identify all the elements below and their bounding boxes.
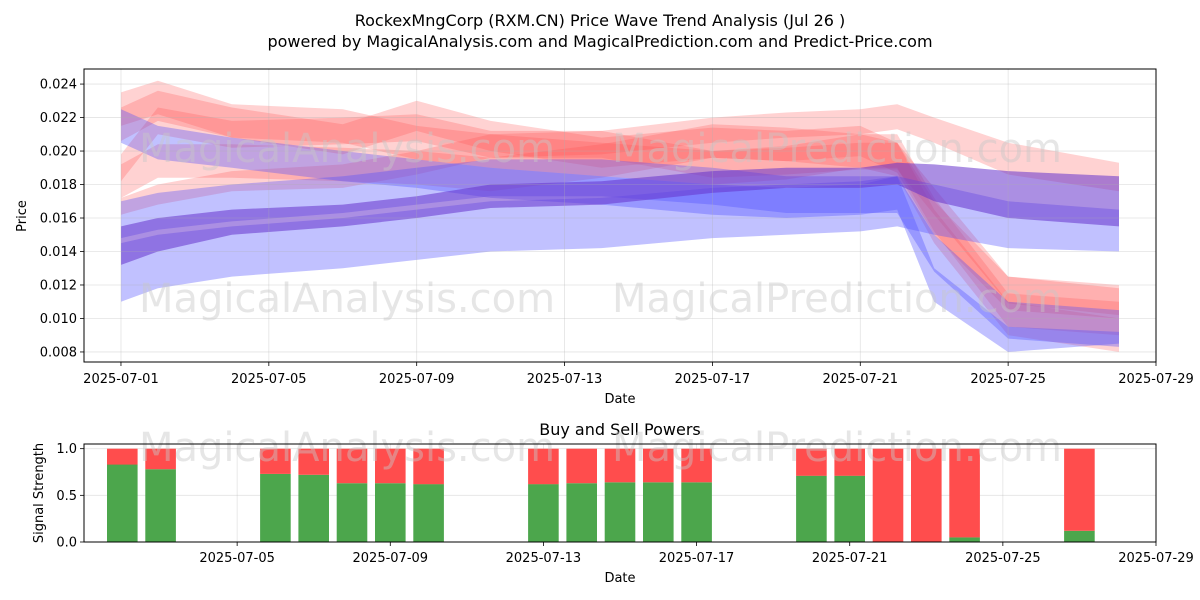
signal-x-ticks: 2025-07-05 2025-07-09 2025-07-13 2025-07-17…: [199, 542, 1194, 566]
sell-bar: [260, 448, 291, 474]
price-x-tick-label: 2025-07-29: [1118, 372, 1194, 387]
watermark-text: MagicalAnalysis.com: [139, 276, 555, 322]
buy-bar: [298, 474, 329, 542]
price-bands: [121, 80, 1119, 352]
price-band-blue-6: [121, 176, 1119, 302]
sell-bar: [796, 448, 827, 476]
signal-title: Buy and Sell Powers: [539, 420, 701, 439]
buy-bar: [375, 483, 406, 542]
price-x-tick-label: 2025-07-21: [822, 372, 898, 387]
sell-bar: [604, 448, 636, 483]
buy-bar: [528, 484, 559, 542]
signal-x-tick-label: 2025-07-09: [353, 551, 429, 566]
price-band-blue-8: [121, 109, 1119, 352]
buy-bar: [260, 473, 291, 542]
signal-y-tick-label: 0.5: [56, 489, 77, 504]
sell-bar: [911, 448, 942, 542]
signal-x-tick-label: 2025-07-29: [1118, 551, 1194, 566]
sell-bar: [566, 448, 597, 484]
signal-y-ticks: 0.0 0.5 1.0: [56, 442, 84, 551]
price-x-tick-label: 2025-07-17: [675, 372, 751, 387]
price-y-tick-label: 0.024: [40, 78, 77, 93]
watermark-text: MagicalPrediction.com: [612, 126, 1062, 172]
signal-x-tick-label: 2025-07-17: [659, 551, 735, 566]
price-y-tick-label: 0.010: [40, 312, 77, 327]
price-x-tick-label: 2025-07-09: [379, 372, 455, 387]
buy-bar: [566, 483, 597, 542]
price-y-tick-label: 0.018: [40, 178, 77, 193]
sell-bar: [336, 448, 368, 484]
buy-bar: [949, 537, 980, 542]
price-plot-frame: [83, 68, 1157, 363]
watermark-text: MagicalAnalysis.com: [139, 425, 555, 471]
price-y-tick-label: 0.016: [40, 212, 77, 227]
watermark-text: MagicalPrediction.com: [612, 425, 1062, 471]
signal-y-label: Signal Strength: [32, 443, 47, 543]
price-y-tick-label: 0.014: [40, 245, 77, 260]
sell-bar: [681, 448, 712, 483]
price-x-tick-label: 2025-07-13: [527, 372, 603, 387]
signal-y-tick-label: 0.0: [56, 536, 77, 551]
buy-bar: [834, 475, 865, 542]
sell-bar: [145, 448, 176, 470]
price-y-tick-label: 0.022: [40, 111, 77, 126]
buy-bar: [336, 483, 368, 542]
price-x-tick-label: 2025-07-25: [970, 372, 1046, 387]
chart-subtitle: powered by MagicalAnalysis.com and Magic…: [267, 32, 932, 51]
watermark-text: MagicalAnalysis.com: [139, 126, 555, 172]
signal-x-tick-label: 2025-07-05: [199, 551, 275, 566]
price-band-red-2: [121, 80, 1119, 336]
price-y-tick-label: 0.008: [40, 345, 77, 360]
price-band-purple-9: [121, 162, 1119, 265]
chart-title: RockexMngCorp (RXM.CN) Price Wave Trend …: [355, 11, 846, 30]
price-x-ticks: 2025-07-01 2025-07-05 2025-07-09 2025-07-13…: [83, 362, 1194, 387]
signal-x-label: Date: [604, 571, 635, 586]
sell-bar: [375, 448, 406, 484]
sell-bar: [107, 448, 138, 465]
price-panel: MagicalAnalysis.com MagicalPrediction.com…: [15, 68, 1194, 407]
sell-bar: [413, 448, 444, 485]
signal-x-tick-label: 2025-07-13: [506, 551, 582, 566]
buy-bar: [413, 484, 444, 542]
price-y-ticks: 0.008 0.010 0.012 0.014 0.016 0.018 0.020 0.022…: [40, 78, 84, 360]
signal-plot-frame: [83, 443, 1157, 543]
price-y-tick-label: 0.012: [40, 278, 77, 293]
buy-bar: [681, 482, 712, 542]
signal-watermarks: MagicalAnalysis.com MagicalPrediction.com: [139, 425, 1062, 471]
signal-x-tick-label: 2025-07-25: [965, 551, 1041, 566]
signal-y-tick-label: 1.0: [56, 442, 77, 457]
buy-bar: [796, 475, 827, 542]
price-band-red-5: [121, 104, 1119, 215]
signal-bars: [107, 448, 1095, 542]
buy-bar: [604, 482, 636, 542]
buy-bar: [643, 482, 674, 542]
buy-bar: [145, 469, 176, 542]
price-band-red-1: [121, 107, 1119, 316]
sell-bar: [528, 448, 559, 485]
signal-panel: Buy and Sell Powers MagicalAnalysis.com M…: [32, 420, 1194, 586]
price-band-red-4: [121, 124, 1119, 352]
buy-bar: [1064, 530, 1095, 542]
watermark-text: MagicalPrediction.com: [612, 276, 1062, 322]
price-x-tick-label: 2025-07-01: [83, 372, 159, 387]
sell-bar: [834, 448, 865, 476]
price-y-label: Price: [15, 200, 30, 232]
sell-bar: [298, 448, 329, 475]
price-x-label: Date: [604, 392, 635, 407]
price-watermarks: MagicalAnalysis.com MagicalPrediction.com…: [139, 126, 1062, 322]
sell-bar: [872, 448, 904, 542]
buy-bar: [107, 464, 138, 542]
price-y-tick-label: 0.020: [40, 145, 77, 160]
signal-x-tick-label: 2025-07-21: [812, 551, 888, 566]
sell-bar: [643, 448, 674, 483]
price-band-red-3: [121, 90, 1119, 319]
price-x-tick-label: 2025-07-05: [231, 372, 307, 387]
sell-bar: [949, 448, 980, 538]
sell-bar: [1064, 448, 1095, 531]
